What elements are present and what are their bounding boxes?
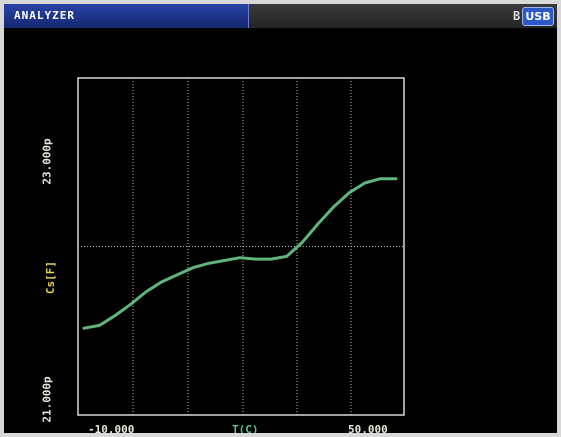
window-title: ANALYZER — [14, 9, 75, 22]
grid-lines — [78, 78, 404, 415]
capacitance-temperature-chart — [77, 77, 405, 416]
y-axis-label: Cs[F] — [44, 260, 58, 295]
analyzer-screen: ANALYZER B USB 23.000p Cs[F] 21.000p -10… — [4, 4, 557, 433]
x-tick-label-right: 50.000 — [348, 423, 388, 433]
title-bar: ANALYZER B USB — [4, 4, 557, 28]
x-axis-label: T(C) — [232, 423, 259, 433]
mode-indicator: B — [513, 9, 521, 23]
y-tick-label-top: 23.000p — [40, 138, 54, 185]
capacitance-trace — [82, 177, 398, 330]
title-bar-fill — [249, 4, 557, 28]
plot-area: 23.000p Cs[F] 21.000p -10.000 T(C) 50.00… — [4, 28, 557, 433]
x-tick-label-left: -10.000 — [88, 423, 135, 433]
usb-status-badge: USB — [522, 7, 554, 26]
y-tick-label-bottom: 21.000p — [40, 376, 54, 423]
title-tab[interactable]: ANALYZER — [4, 4, 249, 28]
